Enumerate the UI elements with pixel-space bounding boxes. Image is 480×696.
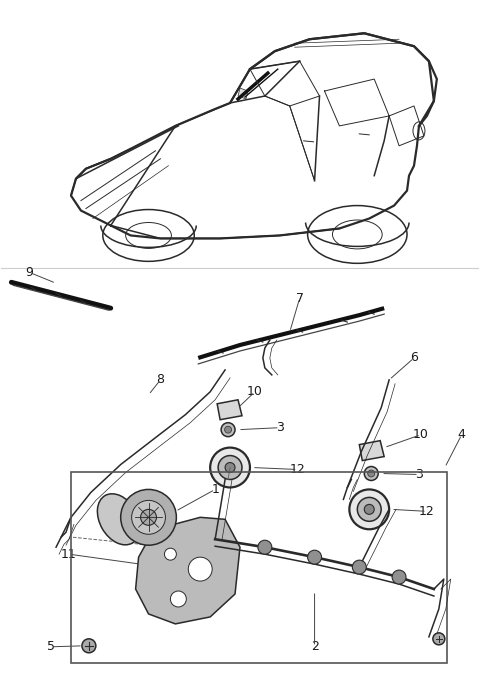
Circle shape xyxy=(210,448,250,487)
Polygon shape xyxy=(217,400,242,420)
Circle shape xyxy=(221,422,235,436)
Circle shape xyxy=(141,509,156,525)
Polygon shape xyxy=(238,88,248,99)
Circle shape xyxy=(357,498,381,521)
Circle shape xyxy=(392,570,406,584)
Circle shape xyxy=(364,466,378,480)
Text: 12: 12 xyxy=(290,463,306,476)
Polygon shape xyxy=(360,441,384,461)
Circle shape xyxy=(188,557,212,581)
Circle shape xyxy=(368,470,375,477)
Text: 9: 9 xyxy=(25,266,33,279)
Circle shape xyxy=(258,540,272,554)
Text: 4: 4 xyxy=(458,428,466,441)
Text: 10: 10 xyxy=(413,428,429,441)
Circle shape xyxy=(433,633,445,644)
Text: 3: 3 xyxy=(415,468,423,481)
Polygon shape xyxy=(136,517,240,624)
Circle shape xyxy=(218,456,242,480)
Text: 1: 1 xyxy=(211,483,219,496)
Text: 10: 10 xyxy=(247,386,263,398)
Circle shape xyxy=(349,489,389,529)
Circle shape xyxy=(82,639,96,653)
Bar xyxy=(71,471,447,663)
Circle shape xyxy=(165,548,176,560)
Circle shape xyxy=(120,489,176,545)
Circle shape xyxy=(225,463,235,473)
Ellipse shape xyxy=(97,493,140,545)
Text: 5: 5 xyxy=(47,640,55,654)
Text: 12: 12 xyxy=(419,505,435,518)
Circle shape xyxy=(352,560,366,574)
Text: 6: 6 xyxy=(410,351,418,365)
Circle shape xyxy=(364,505,374,514)
Text: 2: 2 xyxy=(311,640,319,654)
Text: 11: 11 xyxy=(61,548,77,561)
Text: 7: 7 xyxy=(296,292,304,305)
Circle shape xyxy=(132,500,166,535)
Text: 8: 8 xyxy=(156,373,165,386)
Text: 3: 3 xyxy=(276,421,284,434)
Circle shape xyxy=(225,426,231,433)
Circle shape xyxy=(308,551,322,564)
Circle shape xyxy=(170,591,186,607)
